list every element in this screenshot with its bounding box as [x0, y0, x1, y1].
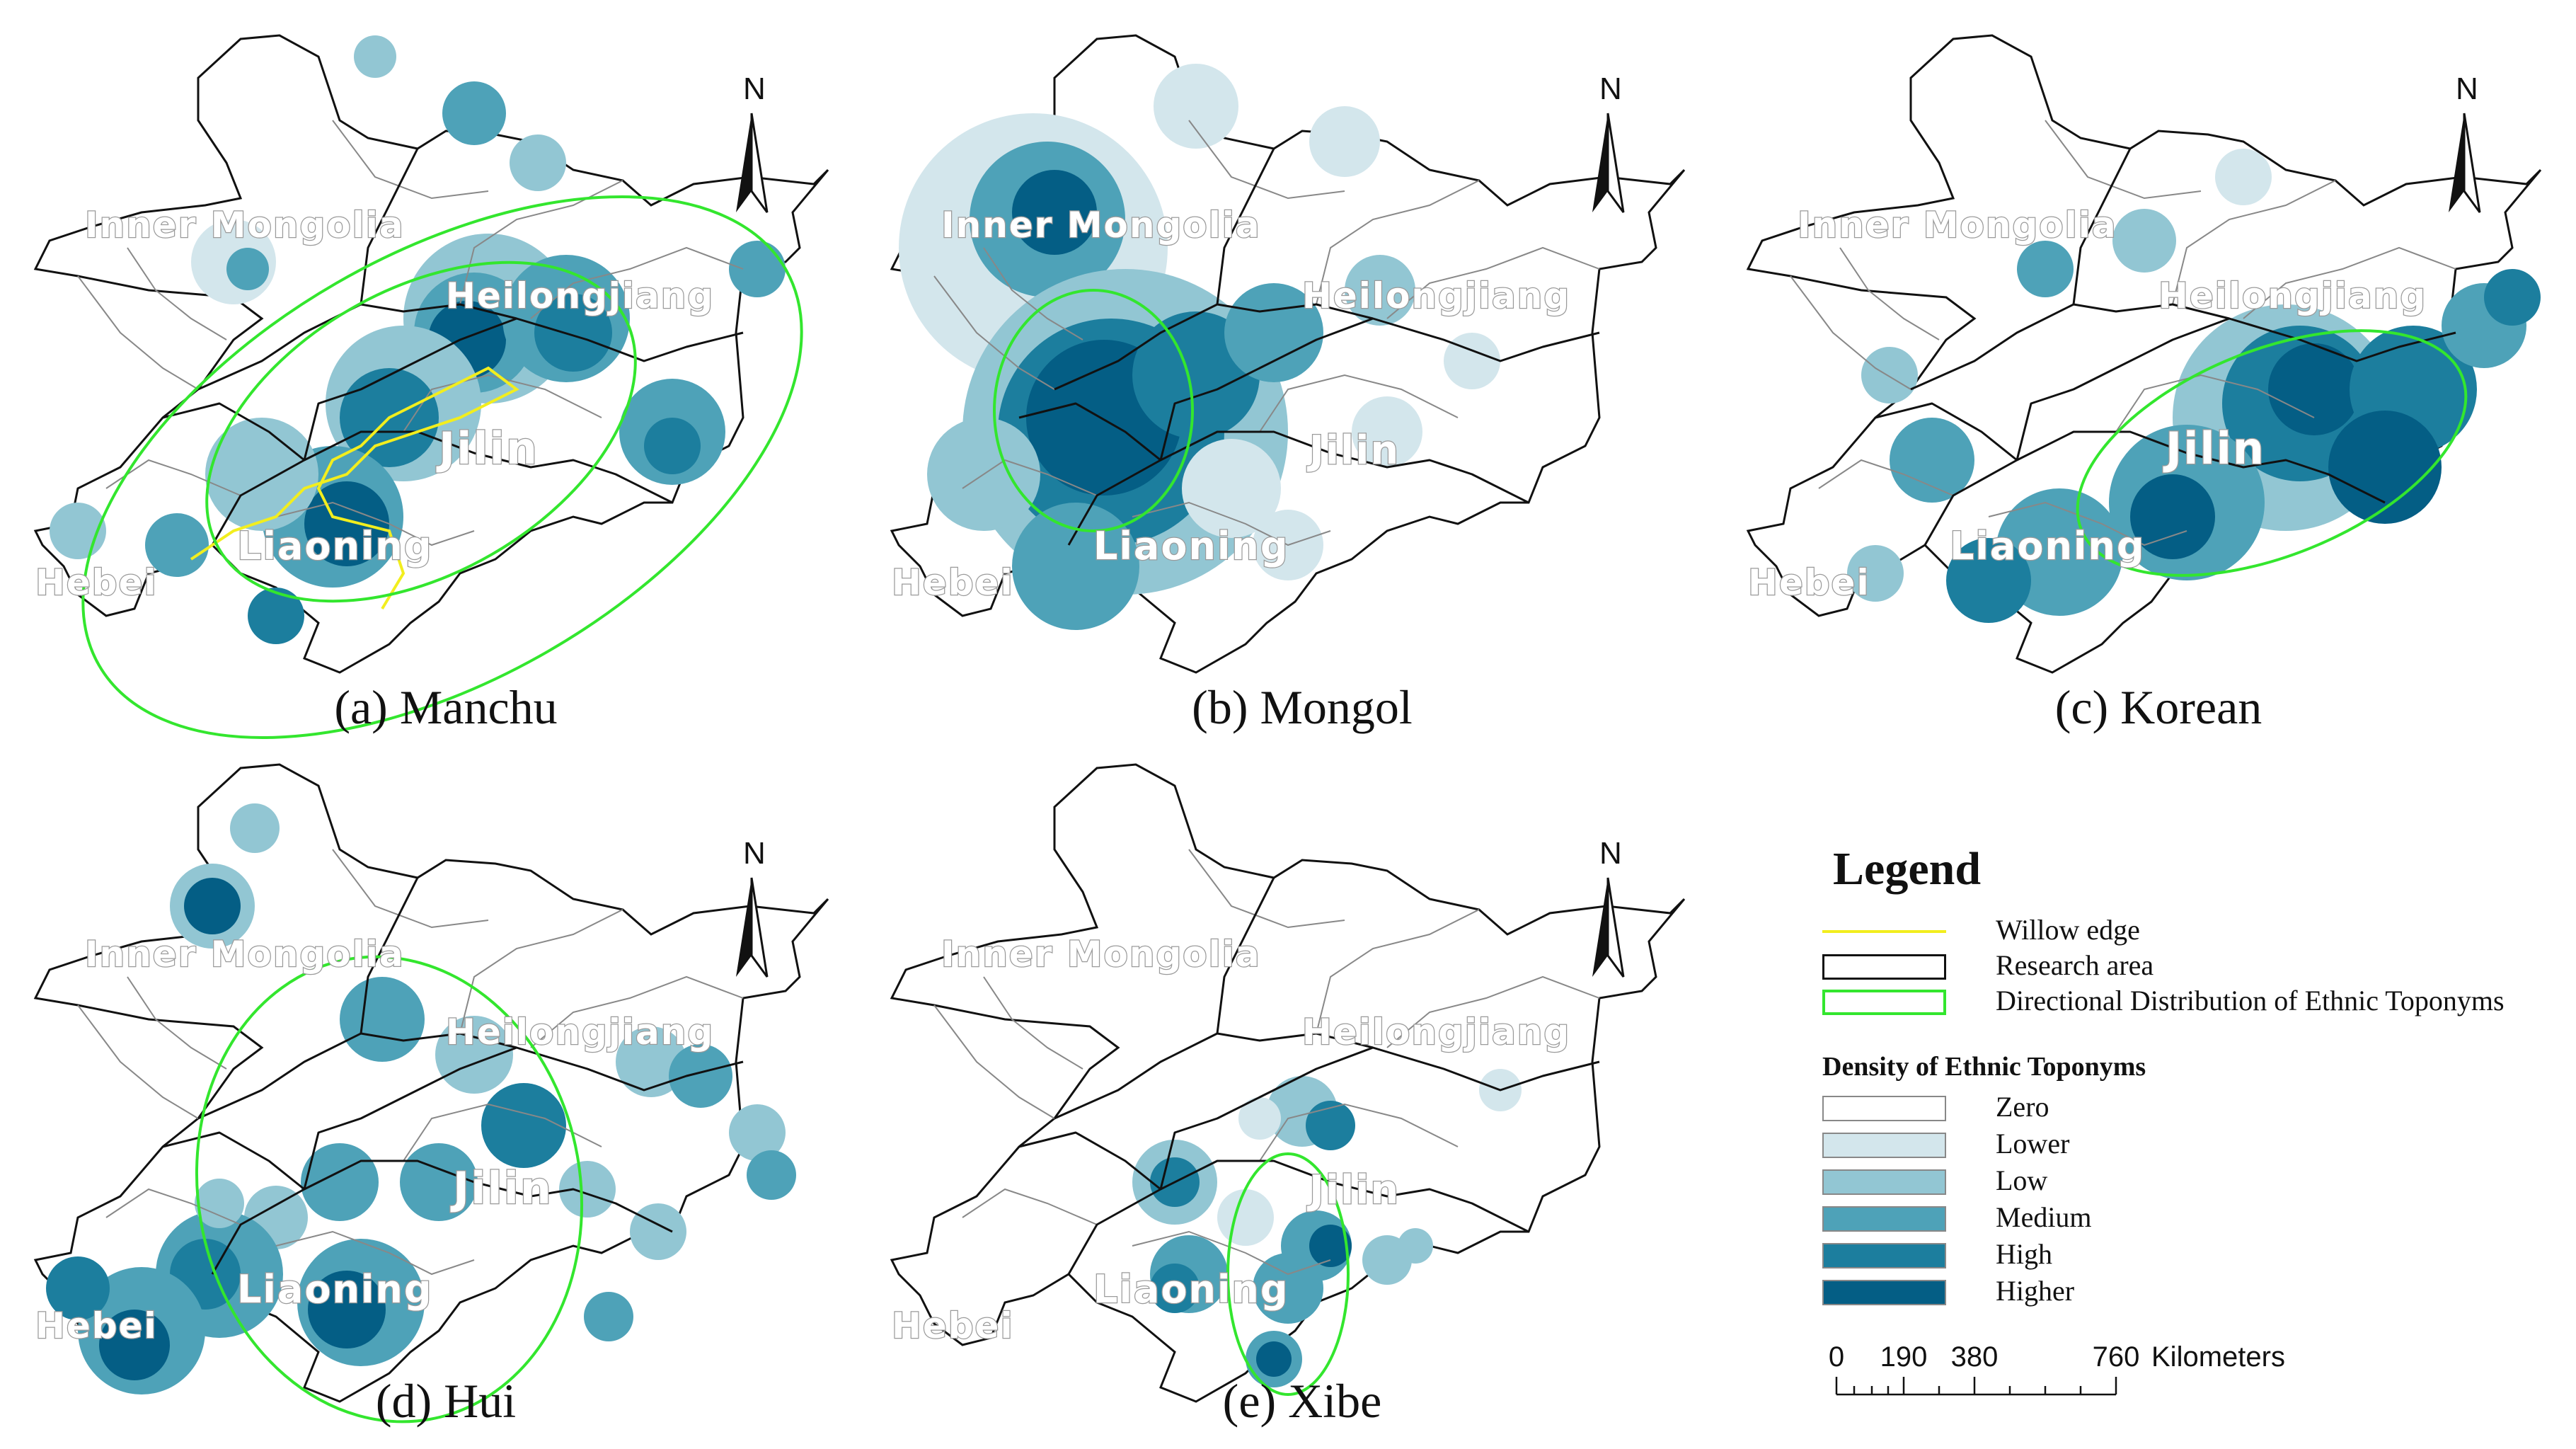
willow-edge-line [190, 366, 519, 610]
density-swatch [1822, 1096, 1946, 1121]
label-heilongjiang: Heilongjiang [2158, 275, 2427, 316]
caption-korean: (c) Korean [2054, 680, 2262, 734]
research-area-swatch [1822, 954, 1946, 980]
scale-tick-label: 190 [1880, 1341, 1928, 1373]
label-inner-mongolia: Inner Mongolia [85, 205, 405, 246]
legend-research-area-label: Research area [1996, 949, 2154, 981]
density-swatch [1822, 1280, 1946, 1305]
label-hebei: Hebei [892, 562, 1014, 603]
label-hebei: Hebei [35, 1305, 158, 1346]
svg-text:N: N [1599, 836, 1622, 871]
label-liaoning: Liaoning [1950, 524, 2146, 568]
map-hui: Inner Mongolia Heilongjiang Jilin Liaoni… [34, 763, 829, 1424]
caption-xibe: (e) Xibe [1222, 1374, 1382, 1428]
caption-manchu: (a) Manchu [334, 680, 558, 734]
panel-korean: Inner Mongolia Heilongjiang Jilin Liaoni… [1741, 21, 2576, 734]
legend-title: Legend [1833, 843, 1982, 895]
label-inner-mongolia: Inner Mongolia [941, 205, 1261, 246]
density-swatch [1822, 1206, 1946, 1232]
scale-tick-label: 380 [1951, 1341, 1999, 1373]
density-swatch [1822, 1133, 1946, 1158]
density-label: High [1996, 1238, 2052, 1270]
label-hebei: Hebei [1748, 562, 1870, 603]
panel-hui: Inner Mongolia Heilongjiang Jilin Liaoni… [28, 750, 863, 1444]
label-inner-mongolia: Inner Mongolia [941, 934, 1261, 975]
label-hebei: Hebei [35, 562, 158, 603]
label-liaoning: Liaoning [237, 1267, 433, 1312]
scale-bar: 0 190 380 760 Kilometers [1829, 1341, 2285, 1396]
map-korean: Inner Mongolia Heilongjiang Jilin Liaoni… [1747, 34, 2542, 674]
density-label: Higher [1996, 1275, 2075, 1307]
density-swatch [1822, 1169, 1946, 1195]
label-jilin: Jilin [1306, 428, 1400, 474]
scale-unit: Kilometers [2151, 1341, 2285, 1373]
label-heilongjiang: Heilongjiang [446, 1012, 714, 1053]
panel-mongol: Inner Mongolia Heilongjiang Jilin Liaoni… [885, 21, 1720, 734]
map-mongol: Inner Mongolia Heilongjiang Jilin Liaoni… [890, 34, 1686, 674]
label-jilin: Jilin [450, 1162, 553, 1214]
label-heilongjiang: Heilongjiang [446, 275, 714, 316]
density-label: Medium [1996, 1201, 2092, 1233]
directional-ellipse-inner [205, 260, 637, 603]
svg-text:N: N [2456, 71, 2478, 106]
label-heilongjiang: Heilongjiang [1302, 1012, 1570, 1053]
north-arrow-icon: N [1592, 71, 1625, 213]
density-label: Zero [1996, 1091, 2049, 1123]
legend: Legend Willow edge Research area Directi… [1812, 842, 2562, 1409]
label-inner-mongolia: Inner Mongolia [1798, 205, 2117, 246]
map-xibe: Inner Mongolia Heilongjiang Jilin Liaoni… [890, 763, 1686, 1403]
label-hebei: Hebei [892, 1305, 1014, 1346]
map-manchu: Inner Mongolia Heilongjiang Jilin Liaoni… [34, 34, 829, 739]
directional-ellipse [2076, 329, 2468, 577]
directional-ellipse [195, 955, 584, 1424]
caption-mongol: (b) Mongol [1192, 680, 1413, 734]
legend-directional-label: Directional Distribution of Ethnic Topon… [1996, 985, 2505, 1016]
north-arrow-icon: N [736, 836, 769, 978]
north-arrow-icon: N [1592, 836, 1625, 978]
label-liaoning: Liaoning [237, 524, 433, 568]
panel-manchu: Inner Mongolia Heilongjiang Jilin Liaoni… [28, 21, 863, 739]
willow-edge-swatch [1822, 930, 1946, 933]
label-jilin: Jilin [2163, 423, 2265, 474]
density-label: Lower [1996, 1128, 2070, 1159]
caption-hui: (d) Hui [375, 1374, 517, 1428]
svg-text:N: N [743, 836, 766, 871]
legend-willow-edge-label: Willow edge [1996, 914, 2140, 946]
directional-ellipse [993, 289, 1194, 532]
north-arrow-icon: N [736, 71, 769, 213]
density-title: Density of Ethnic Toponyms [1822, 1052, 2146, 1082]
scale-tick-label: 0 [1829, 1341, 1844, 1373]
directional-ellipse-outer [81, 195, 803, 739]
scale-tick-label: 760 [2093, 1341, 2140, 1373]
label-jilin: Jilin [1306, 1167, 1400, 1213]
label-liaoning: Liaoning [1093, 524, 1289, 568]
label-jilin: Jilin [436, 423, 539, 474]
svg-text:N: N [743, 71, 766, 106]
directional-swatch [1822, 990, 1946, 1015]
density-label: Low [1996, 1164, 2048, 1196]
label-liaoning: Liaoning [1093, 1267, 1289, 1312]
svg-text:N: N [1599, 71, 1622, 106]
directional-ellipse [1226, 1152, 1350, 1396]
north-arrow-icon: N [2449, 71, 2481, 213]
label-inner-mongolia: Inner Mongolia [85, 934, 405, 975]
panel-xibe: Inner Mongolia Heilongjiang Jilin Liaoni… [885, 750, 1720, 1444]
density-swatch [1822, 1243, 1946, 1268]
label-heilongjiang: Heilongjiang [1302, 275, 1570, 316]
